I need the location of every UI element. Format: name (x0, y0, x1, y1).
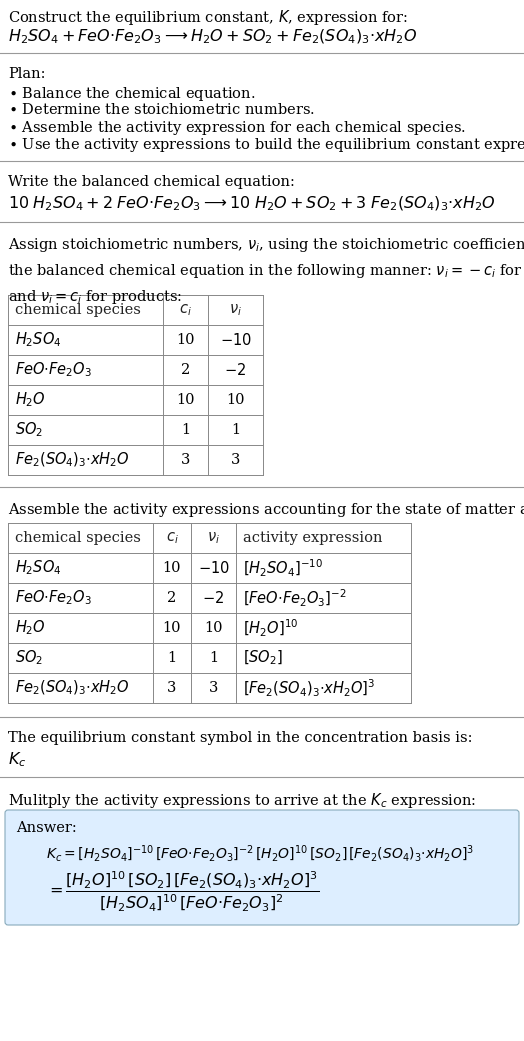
Text: $-2$: $-2$ (202, 590, 225, 606)
Text: $H_2O$: $H_2O$ (15, 390, 46, 409)
Text: $[H_2SO_4]^{-10}$: $[H_2SO_4]^{-10}$ (243, 557, 323, 579)
Text: $[Fe_2(SO_4)_3{\cdot}xH_2O]^3$: $[Fe_2(SO_4)_3{\cdot}xH_2O]^3$ (243, 678, 375, 699)
Text: 3: 3 (209, 681, 218, 695)
Text: $10\; H_2SO_4 + 2\; FeO{\cdot}Fe_2O_3 \longrightarrow 10\; H_2O + SO_2 + 3\; Fe_: $10\; H_2SO_4 + 2\; FeO{\cdot}Fe_2O_3 \l… (8, 195, 496, 213)
Text: $\bullet$ Assemble the activity expression for each chemical species.: $\bullet$ Assemble the activity expressi… (8, 119, 466, 137)
Text: $c_i$: $c_i$ (179, 302, 192, 318)
Text: $FeO{\cdot}Fe_2O_3$: $FeO{\cdot}Fe_2O_3$ (15, 360, 92, 379)
Text: $= \dfrac{[H_2O]^{10}\,[SO_2]\,[Fe_2(SO_4)_3{\cdot}xH_2O]^3}{[H_2SO_4]^{10}\,[Fe: $= \dfrac{[H_2O]^{10}\,[SO_2]\,[Fe_2(SO_… (46, 869, 319, 913)
Text: Assign stoichiometric numbers, $\nu_i$, using the stoichiometric coefficients, $: Assign stoichiometric numbers, $\nu_i$, … (8, 236, 524, 306)
Text: chemical species: chemical species (15, 531, 141, 545)
Text: Mulitply the activity expressions to arrive at the $K_c$ expression:: Mulitply the activity expressions to arr… (8, 791, 476, 810)
Text: $\bullet$ Use the activity expressions to build the equilibrium constant express: $\bullet$ Use the activity expressions t… (8, 136, 524, 154)
Text: $H_2O$: $H_2O$ (15, 618, 46, 637)
Text: 1: 1 (168, 651, 177, 665)
Text: $FeO{\cdot}Fe_2O_3$: $FeO{\cdot}Fe_2O_3$ (15, 588, 92, 607)
Text: $[H_2O]^{10}$: $[H_2O]^{10}$ (243, 617, 298, 638)
Text: 3: 3 (231, 453, 240, 467)
Text: $\bullet$ Determine the stoichiometric numbers.: $\bullet$ Determine the stoichiometric n… (8, 102, 315, 117)
Text: 10: 10 (204, 621, 223, 635)
Text: 1: 1 (231, 423, 240, 437)
Text: activity expression: activity expression (243, 531, 383, 545)
Text: $SO_2$: $SO_2$ (15, 649, 43, 667)
Text: $-2$: $-2$ (224, 362, 247, 378)
Text: $\nu_i$: $\nu_i$ (229, 302, 242, 318)
Text: $[FeO{\cdot}Fe_2O_3]^{-2}$: $[FeO{\cdot}Fe_2O_3]^{-2}$ (243, 587, 347, 609)
Text: chemical species: chemical species (15, 303, 141, 318)
Text: 2: 2 (167, 591, 177, 605)
Text: 10: 10 (163, 561, 181, 575)
Text: 2: 2 (181, 363, 190, 377)
Text: $SO_2$: $SO_2$ (15, 421, 43, 439)
Text: $H_2SO_4 + FeO{\cdot}Fe_2O_3 \longrightarrow H_2O + SO_2 + Fe_2(SO_4)_3{\cdot}xH: $H_2SO_4 + FeO{\cdot}Fe_2O_3 \longrighta… (8, 28, 417, 47)
Text: 1: 1 (181, 423, 190, 437)
Text: Answer:: Answer: (16, 821, 77, 835)
Text: The equilibrium constant symbol in the concentration basis is:: The equilibrium constant symbol in the c… (8, 731, 473, 745)
Text: $c_i$: $c_i$ (166, 530, 178, 545)
Text: 10: 10 (163, 621, 181, 635)
Text: $H_2SO_4$: $H_2SO_4$ (15, 331, 62, 350)
Text: $Fe_2(SO_4)_3{\cdot}xH_2O$: $Fe_2(SO_4)_3{\cdot}xH_2O$ (15, 679, 130, 697)
Text: $K_c = [H_2SO_4]^{-10}\,[FeO{\cdot}Fe_2O_3]^{-2}\,[H_2O]^{10}\,[SO_2]\,[Fe_2(SO_: $K_c = [H_2SO_4]^{-10}\,[FeO{\cdot}Fe_2O… (46, 844, 474, 864)
Text: Construct the equilibrium constant, $K$, expression for:: Construct the equilibrium constant, $K$,… (8, 8, 408, 27)
Text: 3: 3 (167, 681, 177, 695)
Text: Plan:: Plan: (8, 67, 46, 81)
Text: $H_2SO_4$: $H_2SO_4$ (15, 559, 62, 578)
Text: $\nu_i$: $\nu_i$ (207, 530, 220, 545)
Text: $Fe_2(SO_4)_3{\cdot}xH_2O$: $Fe_2(SO_4)_3{\cdot}xH_2O$ (15, 451, 130, 469)
Text: $\bullet$ Balance the chemical equation.: $\bullet$ Balance the chemical equation. (8, 85, 255, 103)
FancyBboxPatch shape (5, 810, 519, 925)
Bar (8, 295, 263, 475)
Text: 10: 10 (226, 393, 245, 407)
Bar (8, 523, 411, 703)
Text: $-10$: $-10$ (198, 560, 230, 576)
Text: 10: 10 (176, 333, 195, 347)
Text: $[SO_2]$: $[SO_2]$ (243, 649, 283, 667)
Text: $K_c$: $K_c$ (8, 750, 26, 768)
Text: 1: 1 (209, 651, 218, 665)
Text: Assemble the activity expressions accounting for the state of matter and $\nu_i$: Assemble the activity expressions accoun… (8, 501, 524, 519)
Text: Write the balanced chemical equation:: Write the balanced chemical equation: (8, 175, 295, 189)
Text: 10: 10 (176, 393, 195, 407)
Text: $-10$: $-10$ (220, 332, 252, 348)
Text: 3: 3 (181, 453, 190, 467)
